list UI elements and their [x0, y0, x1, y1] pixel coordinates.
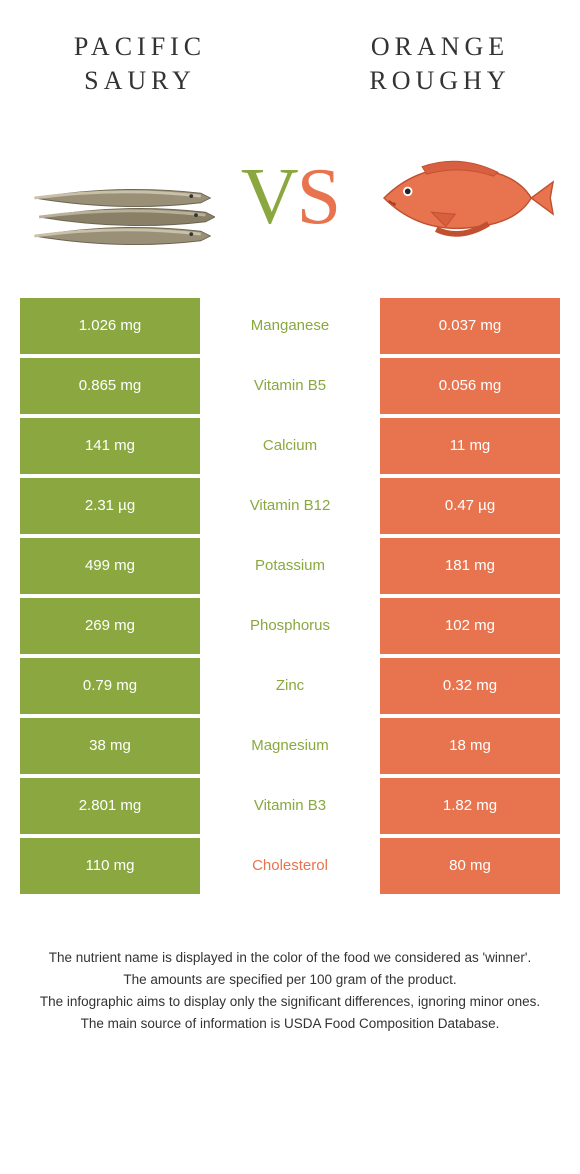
nutrient-name: Manganese: [200, 298, 380, 354]
value-right: 18 mg: [380, 718, 560, 774]
footnote-line: The amounts are specified per 100 gram o…: [30, 970, 550, 990]
pacific-saury-image: [20, 118, 220, 278]
value-right: 181 mg: [380, 538, 560, 594]
value-right: 102 mg: [380, 598, 560, 654]
value-left: 2.31 µg: [20, 478, 200, 534]
title-left: PACIFIC SAURY: [40, 30, 240, 98]
table-row: 499 mgPotassium181 mg: [20, 538, 560, 594]
nutrient-name: Magnesium: [200, 718, 380, 774]
images-row: VS: [0, 108, 580, 298]
value-right: 0.32 mg: [380, 658, 560, 714]
value-right: 11 mg: [380, 418, 560, 474]
value-right: 80 mg: [380, 838, 560, 894]
vs-s: S: [297, 153, 340, 241]
value-left: 0.865 mg: [20, 358, 200, 414]
value-right: 0.47 µg: [380, 478, 560, 534]
table-row: 1.026 mgManganese0.037 mg: [20, 298, 560, 354]
vs-v: V: [241, 153, 297, 241]
nutrient-name: Cholesterol: [200, 838, 380, 894]
saury-icon: [25, 138, 215, 258]
infographic-container: PACIFIC SAURY ORANGE ROUGHY: [0, 0, 580, 1057]
header: PACIFIC SAURY ORANGE ROUGHY: [0, 0, 580, 108]
value-left: 110 mg: [20, 838, 200, 894]
title-left-line1: PACIFIC: [74, 32, 206, 61]
nutrient-name: Potassium: [200, 538, 380, 594]
table-row: 269 mgPhosphorus102 mg: [20, 598, 560, 654]
title-right-line1: ORANGE: [371, 32, 509, 61]
value-left: 269 mg: [20, 598, 200, 654]
nutrient-name: Vitamin B5: [200, 358, 380, 414]
title-left-line2: SAURY: [84, 66, 196, 95]
value-left: 499 mg: [20, 538, 200, 594]
table-row: 110 mgCholesterol80 mg: [20, 838, 560, 894]
nutrient-name: Phosphorus: [200, 598, 380, 654]
value-left: 1.026 mg: [20, 298, 200, 354]
nutrient-name: Vitamin B12: [200, 478, 380, 534]
nutrient-table: 1.026 mgManganese0.037 mg0.865 mgVitamin…: [0, 298, 580, 894]
value-left: 2.801 mg: [20, 778, 200, 834]
table-row: 0.79 mgZinc0.32 mg: [20, 658, 560, 714]
value-right: 0.056 mg: [380, 358, 560, 414]
table-row: 141 mgCalcium11 mg: [20, 418, 560, 474]
table-row: 38 mgMagnesium18 mg: [20, 718, 560, 774]
value-right: 1.82 mg: [380, 778, 560, 834]
table-row: 2.31 µgVitamin B120.47 µg: [20, 478, 560, 534]
footnote-line: The nutrient name is displayed in the co…: [30, 948, 550, 968]
roughy-icon: [365, 143, 555, 253]
value-left: 38 mg: [20, 718, 200, 774]
value-right: 0.037 mg: [380, 298, 560, 354]
value-left: 141 mg: [20, 418, 200, 474]
footnote-line: The main source of information is USDA F…: [30, 1014, 550, 1034]
vs-label: VS: [241, 152, 339, 243]
table-row: 0.865 mgVitamin B50.056 mg: [20, 358, 560, 414]
title-right-line2: ROUGHY: [369, 66, 510, 95]
nutrient-name: Vitamin B3: [200, 778, 380, 834]
footnotes: The nutrient name is displayed in the co…: [0, 898, 580, 1057]
value-left: 0.79 mg: [20, 658, 200, 714]
nutrient-name: Calcium: [200, 418, 380, 474]
footnote-line: The infographic aims to display only the…: [30, 992, 550, 1012]
title-right: ORANGE ROUGHY: [340, 30, 540, 98]
nutrient-name: Zinc: [200, 658, 380, 714]
table-row: 2.801 mgVitamin B31.82 mg: [20, 778, 560, 834]
orange-roughy-image: [360, 118, 560, 278]
